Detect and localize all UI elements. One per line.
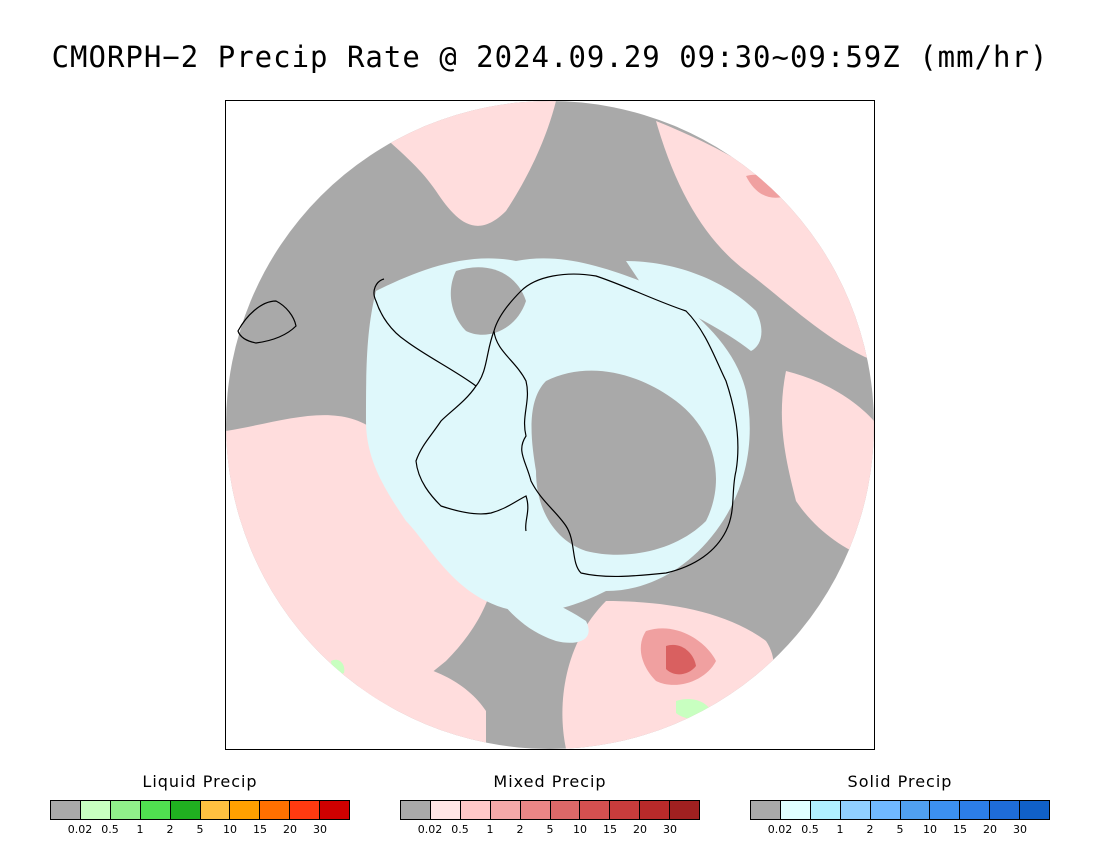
legend-tick-label: 20 (983, 823, 997, 836)
legend-tick-label: 2 (166, 823, 174, 836)
legend-tick-label: 30 (1013, 823, 1027, 836)
legend-swatch (320, 801, 350, 819)
legend-tick-label: 10 (223, 823, 237, 836)
legend-tick-label: 30 (663, 823, 677, 836)
legend-swatch (170, 801, 201, 819)
legend-swatch (810, 801, 841, 819)
legend-tick-label: 0.5 (101, 823, 119, 836)
legend-swatch (110, 801, 141, 819)
legend-tick-label: 2 (516, 823, 524, 836)
legend-swatch (290, 801, 321, 819)
no-precip-east-antarctica (531, 370, 716, 555)
legend-swatch (640, 801, 671, 819)
legend-title: Mixed Precip (493, 772, 607, 791)
legend-tick-label: 0.5 (801, 823, 819, 836)
legend-tick-label: 20 (283, 823, 297, 836)
legend-swatch (140, 801, 171, 819)
map-title: CMORPH−2 Precip Rate @ 2024.09.29 09:30~… (51, 40, 1049, 74)
legend-tick-label: 15 (953, 823, 967, 836)
legend-ticks: 0.02 0.5 1 2 5 10 15 20 30 (400, 823, 700, 837)
legend-color-bar (400, 800, 700, 820)
legend-tick-label: 30 (313, 823, 327, 836)
legend-swatch (900, 801, 931, 819)
legend-tick-label: 5 (896, 823, 904, 836)
legend-swatch (840, 801, 871, 819)
legend-title: Solid Precip (847, 772, 953, 791)
legend-swatch (870, 801, 901, 819)
legend-ticks: 0.02 0.5 1 2 5 10 15 20 30 (50, 823, 350, 837)
mixed-precip-region-east (781, 371, 874, 561)
coastline-antarctic-peninsula (373, 278, 477, 387)
legend-swatch (780, 801, 811, 819)
map-frame (225, 100, 875, 750)
no-precip-interior-north (450, 267, 526, 335)
coastline-south-america-tip (237, 300, 297, 344)
legend-tick-label: 1 (486, 823, 494, 836)
legend-swatch (490, 801, 521, 819)
legend-color-bar (750, 800, 1050, 820)
legend-swatch (930, 801, 961, 819)
coastlines (237, 273, 739, 578)
coastline-west-antarctica (415, 330, 529, 532)
legend-swatch (960, 801, 991, 819)
legend-tick-label: 15 (603, 823, 617, 836)
legend-ticks: 0.02 0.5 1 2 5 10 15 20 30 (750, 823, 1050, 837)
legend-swatch (751, 801, 781, 819)
legend-title: Liquid Precip (142, 772, 258, 791)
solid-precip-band-northeast (626, 261, 762, 351)
legend-swatch (990, 801, 1021, 819)
legend-swatch (670, 801, 700, 819)
legend-swatch (460, 801, 491, 819)
legend-mixed: Mixed Precip 0.02 0.5 1 2 5 10 15 20 30 (400, 772, 700, 842)
legend-color-bar (50, 800, 350, 820)
legend-tick-label: 5 (196, 823, 204, 836)
legend-tick-label: 0.02 (767, 823, 793, 836)
legend-swatch (550, 801, 581, 819)
legend-swatch (51, 801, 81, 819)
precip-field (226, 101, 874, 749)
solid-precip-band-south (486, 581, 589, 643)
precip-map (226, 101, 874, 749)
legend-tick-label: 1 (836, 823, 844, 836)
legend-swatch (80, 801, 111, 819)
mixed-precip-region-northeast (656, 121, 874, 361)
legend-tick-label: 10 (573, 823, 587, 836)
legend-tick-label: 20 (633, 823, 647, 836)
legend-liquid: Liquid Precip 0.02 0.5 1 2 5 10 15 20 30 (50, 772, 350, 842)
legend-tick-label: 2 (866, 823, 874, 836)
mixed-precip-core-south (666, 644, 696, 675)
legend-tick-label: 0.02 (417, 823, 443, 836)
legend-tick-label: 1 (136, 823, 144, 836)
legend-tick-label: 15 (253, 823, 267, 836)
legend-solid: Solid Precip 0.02 0.5 1 2 5 10 15 20 30 (750, 772, 1050, 842)
legend-tick-label: 10 (923, 823, 937, 836)
legend-swatch (200, 801, 231, 819)
legend-tick-label: 5 (546, 823, 554, 836)
legend-swatch (520, 801, 551, 819)
legend-swatch (580, 801, 611, 819)
legend-swatch (610, 801, 641, 819)
legend-swatch (230, 801, 261, 819)
legend-swatch (260, 801, 291, 819)
coastline-east-antarctica (493, 273, 739, 578)
legend-tick-label: 0.02 (67, 823, 93, 836)
legend-swatch (430, 801, 461, 819)
legend-tick-label: 0.5 (451, 823, 469, 836)
legend-swatch (401, 801, 431, 819)
legend-swatch (1020, 801, 1050, 819)
